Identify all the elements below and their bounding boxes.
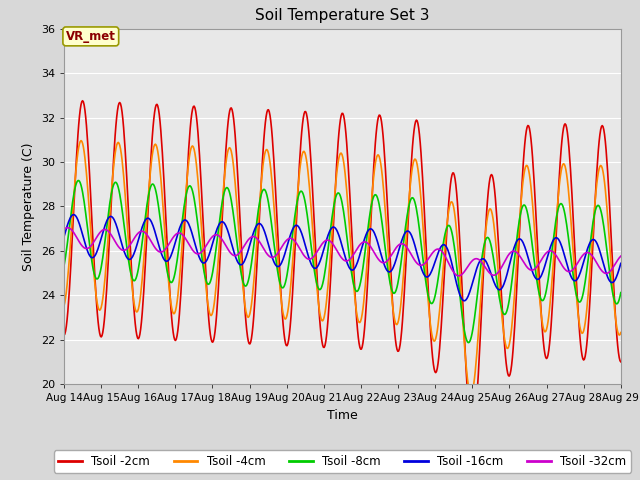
X-axis label: Time: Time xyxy=(327,408,358,421)
Y-axis label: Soil Temperature (C): Soil Temperature (C) xyxy=(22,142,35,271)
Title: Soil Temperature Set 3: Soil Temperature Set 3 xyxy=(255,9,429,24)
Text: VR_met: VR_met xyxy=(66,30,116,43)
Legend: Tsoil -2cm, Tsoil -4cm, Tsoil -8cm, Tsoil -16cm, Tsoil -32cm: Tsoil -2cm, Tsoil -4cm, Tsoil -8cm, Tsoi… xyxy=(54,450,631,473)
